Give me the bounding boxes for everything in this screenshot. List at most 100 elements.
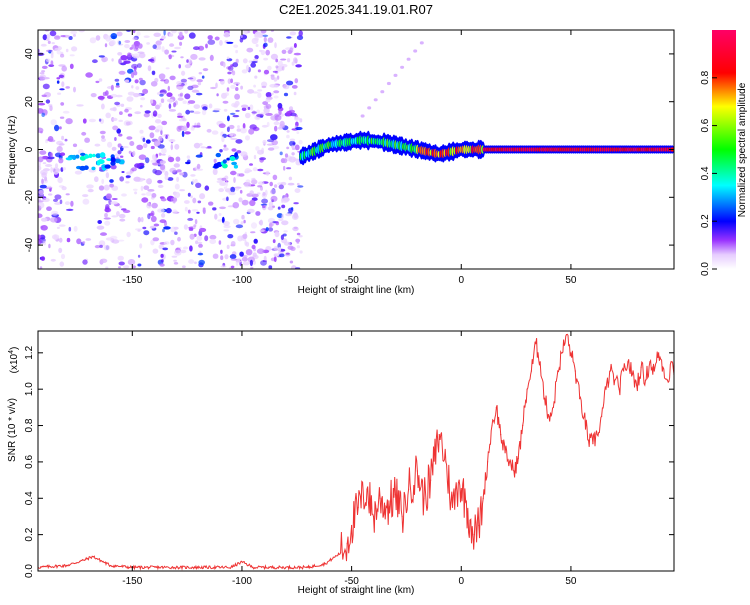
noise-blob-580 xyxy=(145,191,152,196)
noise-blob-805 xyxy=(59,88,65,91)
snr-plot-area xyxy=(38,331,674,571)
noise-blob-1090 xyxy=(280,58,287,61)
noise-blob-118 xyxy=(54,202,62,205)
noise-blob-1002 xyxy=(222,147,229,151)
noise-blob-88 xyxy=(147,65,152,72)
noise-blob-116 xyxy=(235,109,240,112)
noise-blob-247 xyxy=(202,68,209,72)
trail-blob-7 xyxy=(406,57,411,61)
noise-blob-1138 xyxy=(163,241,170,245)
noise-blob-1154 xyxy=(41,94,47,98)
snr-point-47 xyxy=(535,343,537,345)
snr-point-24 xyxy=(416,470,418,472)
snr-point-67 xyxy=(623,370,625,372)
noise-blob-331 xyxy=(230,84,236,89)
noise-blob-1054 xyxy=(51,234,60,240)
noise-blob-1180 xyxy=(281,213,284,219)
noise-blob-1001 xyxy=(196,211,200,214)
snr-point-51 xyxy=(552,406,555,408)
noise-blob-989 xyxy=(152,237,160,242)
noise-blob-921 xyxy=(105,204,110,210)
noise-blob-746 xyxy=(230,258,238,261)
spectrogram-x-tick-label-4: 50 xyxy=(565,275,577,286)
noise-blob-347 xyxy=(190,53,198,60)
spectrogram-y-ticks: -40 -20 0 20 40 xyxy=(24,48,674,252)
noise-blob-719 xyxy=(76,238,82,245)
noise-blob-200 xyxy=(136,31,141,37)
noise-blob-103 xyxy=(184,93,191,100)
noise-cluster-0-8 xyxy=(91,166,96,171)
noise-blob-763 xyxy=(137,263,142,267)
noise-blob-935 xyxy=(144,110,151,114)
snr-point-63 xyxy=(605,388,607,390)
noise-blob-929 xyxy=(219,206,226,210)
noise-blob-539 xyxy=(101,178,105,184)
noise-blob-1075 xyxy=(49,152,53,158)
noise-blob-246 xyxy=(183,224,188,230)
noise-blob-1105 xyxy=(265,104,272,109)
noise-blob-171 xyxy=(163,220,168,227)
noise-blob-92 xyxy=(42,34,48,41)
snr-point-45 xyxy=(526,388,528,390)
noise-blob-1089 xyxy=(160,164,166,171)
noise-blob-330 xyxy=(187,100,196,104)
noise-blob-785 xyxy=(174,231,178,235)
noise-blob-1205 xyxy=(38,202,45,209)
noise-blob-276 xyxy=(184,200,190,204)
noise-blob-941 xyxy=(189,245,193,252)
noise-blob-1005 xyxy=(289,138,296,142)
noise-blob-530 xyxy=(275,65,279,69)
noise-blob-86 xyxy=(174,46,181,50)
noise-blob-1093 xyxy=(184,206,188,212)
noise-blob-1186 xyxy=(290,207,294,211)
noise-blob-1099 xyxy=(255,211,261,216)
noise-blob-685 xyxy=(220,78,225,85)
noise-blob-349 xyxy=(150,145,155,150)
noise-blob-1196 xyxy=(50,217,58,223)
noise-blob-497 xyxy=(48,243,51,249)
noise-cluster-1-10 xyxy=(97,159,105,165)
noise-blob-854 xyxy=(127,113,133,117)
noise-blob-969 xyxy=(132,150,136,157)
snr-point-64 xyxy=(609,370,612,372)
noise-blob-207 xyxy=(73,86,76,93)
noise-blob-264 xyxy=(163,78,170,84)
noise-blob-1038 xyxy=(293,202,299,205)
noise-blob-284 xyxy=(38,213,43,218)
noise-blob-995 xyxy=(185,109,191,115)
noise-blob-1016 xyxy=(189,233,195,240)
noise-blob-754 xyxy=(258,181,265,185)
noise-blob-557 xyxy=(177,97,184,101)
noise-cluster-1-13 xyxy=(110,156,116,163)
noise-blob-839 xyxy=(131,71,135,79)
noise-blob-1051 xyxy=(160,253,164,258)
noise-blob-391 xyxy=(173,102,176,108)
noise-blob-676 xyxy=(179,41,183,46)
noise-blob-1143 xyxy=(223,225,231,229)
noise-cluster-0-11 xyxy=(92,153,96,158)
noise-blob-646 xyxy=(170,144,173,151)
noise-blob-479 xyxy=(66,237,71,243)
noise-blob-882 xyxy=(278,109,282,116)
noise-blob-958 xyxy=(41,217,48,222)
noise-blob-341 xyxy=(125,181,130,184)
noise-blob-540 xyxy=(143,35,150,38)
noise-blob-153 xyxy=(127,259,136,266)
noise-blob-1133 xyxy=(243,182,252,188)
noise-blob-816 xyxy=(98,78,103,82)
noise-blob-287 xyxy=(250,222,258,229)
noise-blob-1129 xyxy=(100,258,108,263)
noise-blob-640 xyxy=(282,233,287,237)
noise-blob-1206 xyxy=(256,113,264,118)
noise-blob-1029 xyxy=(232,202,240,209)
noise-blob-1112 xyxy=(133,176,141,182)
noise-blob-925 xyxy=(105,112,111,119)
noise-blob-588 xyxy=(193,104,201,109)
noise-blob-1042 xyxy=(279,253,285,258)
noise-blob-572 xyxy=(182,100,187,104)
noise-blob-619 xyxy=(47,156,55,160)
noise-blob-896 xyxy=(201,109,207,116)
noise-blob-77 xyxy=(225,188,232,193)
noise-blob-651 xyxy=(40,256,46,261)
noise-blob-990 xyxy=(239,251,244,257)
